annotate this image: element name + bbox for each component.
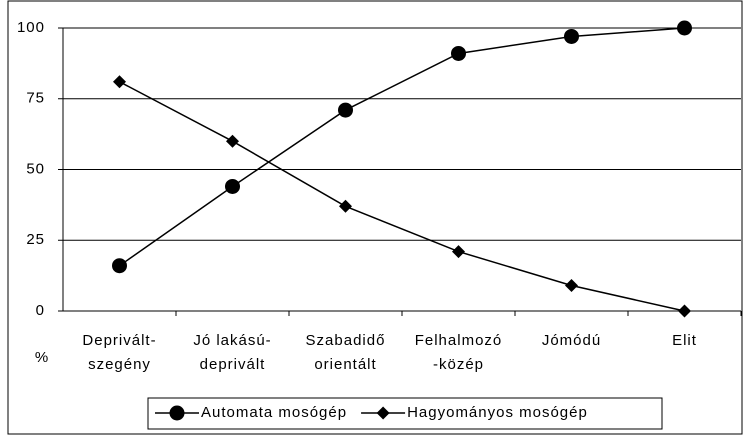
x-tick-label: Deprivált- bbox=[82, 332, 156, 349]
y-axis-label: % bbox=[35, 349, 49, 366]
x-tick-label: szegény bbox=[88, 356, 151, 373]
series-line bbox=[119, 27, 685, 267]
marker bbox=[452, 245, 465, 259]
marker bbox=[677, 20, 692, 36]
marker bbox=[339, 199, 352, 213]
y-tick-label: 25 bbox=[26, 231, 45, 248]
y-tick-label: 100 bbox=[17, 19, 45, 36]
marker bbox=[678, 304, 691, 318]
x-tick-label: -közép bbox=[433, 356, 484, 373]
x-tick-label: orientált bbox=[314, 356, 376, 373]
marker bbox=[564, 28, 579, 44]
x-tick-label: Felhalmozó bbox=[415, 332, 503, 349]
x-tick-label: Jómódú bbox=[542, 332, 601, 349]
legend-marker bbox=[169, 405, 185, 421]
legend-marker bbox=[376, 406, 390, 420]
marker bbox=[225, 178, 240, 194]
y-tick-label: 50 bbox=[26, 160, 45, 177]
legend-label: Hagyományos mosógép bbox=[407, 404, 588, 421]
marker bbox=[112, 258, 127, 274]
y-tick-label: 75 bbox=[26, 90, 45, 107]
x-tick-label: Szabadidő bbox=[306, 332, 386, 349]
marker bbox=[113, 75, 126, 89]
x-tick-label: Elit bbox=[672, 332, 697, 349]
x-tick-label: deprivált bbox=[200, 356, 266, 373]
legend-label: Automata mosógép bbox=[201, 404, 347, 421]
series-line bbox=[119, 81, 685, 312]
x-tick-label: Jó lakású- bbox=[193, 332, 271, 349]
marker bbox=[338, 102, 353, 118]
marker bbox=[451, 45, 466, 61]
y-tick-label: 0 bbox=[36, 302, 45, 319]
marker bbox=[565, 279, 578, 293]
marker bbox=[226, 134, 239, 148]
